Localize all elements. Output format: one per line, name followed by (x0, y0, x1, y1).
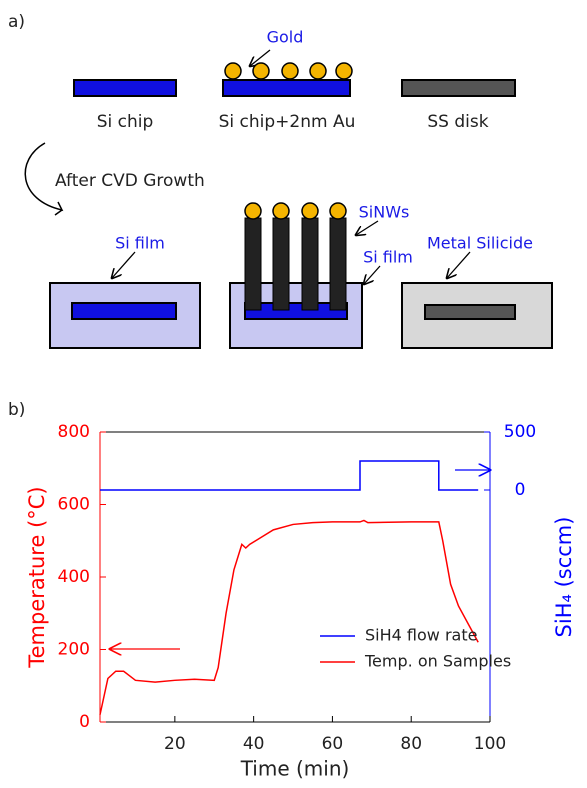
y2-axis-label: SiH₄ (sccm) (552, 517, 576, 638)
gold-particles (245, 203, 346, 219)
x-tick-label: 100 (474, 734, 506, 754)
y2-tick-label: 0 (515, 480, 526, 500)
y-axis-label: Temperature (°C) (25, 486, 49, 668)
arrow (356, 221, 378, 235)
x-axis-label: Time (min) (240, 757, 350, 781)
label: Si chip (97, 112, 154, 132)
label: SiNWs (359, 203, 410, 222)
ss-disk (425, 305, 515, 319)
gold-particles (225, 63, 352, 79)
legend-label: SiH4 flow rate (365, 626, 477, 645)
label: Si film (363, 248, 413, 267)
y2-tick-label: 500 (504, 422, 536, 442)
figure: a) Si chip Gold Si chip+2nm Au SS disk A… (0, 0, 587, 788)
arrow (447, 252, 470, 278)
panel-a: a) Si chip Gold Si chip+2nm Au SS disk A… (8, 12, 552, 348)
y-tick-label: 600 (58, 495, 90, 515)
label: After CVD Growth (55, 171, 205, 191)
arrow (364, 266, 380, 284)
x-tick-label: 20 (164, 734, 186, 754)
panel-label: b) (8, 400, 25, 420)
si-chip (223, 80, 350, 96)
y-tick-label: 400 (58, 567, 90, 587)
label: Metal Silicide (427, 234, 533, 253)
y-tick-label: 200 (58, 640, 90, 660)
series-line (100, 520, 478, 714)
si-chip (72, 303, 176, 319)
si-chip (74, 80, 176, 96)
label: Si film (115, 234, 165, 253)
x-tick-label: 80 (400, 734, 422, 754)
label: Gold (267, 28, 304, 47)
legend-label: Temp. on Samples (364, 652, 511, 671)
ss-disk (402, 80, 515, 96)
x-tick-label: 60 (322, 734, 344, 754)
panel-label: a) (8, 12, 25, 32)
label: SS disk (427, 112, 488, 132)
label: Si chip+2nm Au (219, 112, 356, 132)
arrow (112, 252, 135, 278)
x-tick-label: 40 (243, 734, 265, 754)
series-line (100, 461, 478, 490)
y-tick-label: 0 (79, 712, 90, 732)
y-tick-label: 800 (58, 422, 90, 442)
